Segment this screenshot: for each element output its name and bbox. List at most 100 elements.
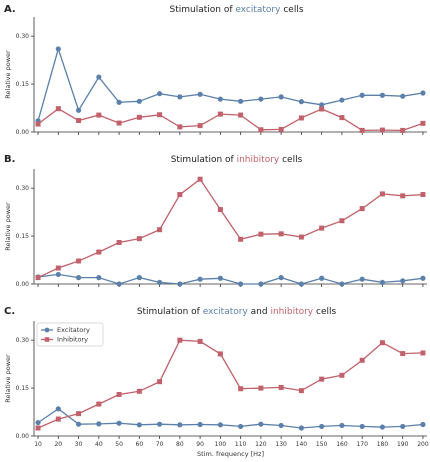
point-inhibitory [76,258,82,264]
series-line-excitatory [38,273,423,285]
point-inhibitory [217,207,223,213]
series-line-inhibitory [37,178,423,279]
point-inhibitory [238,386,244,392]
point-excitatory [379,279,386,286]
point-inhibitory [258,231,264,237]
x-tick-label: 30 [75,441,83,448]
point-excitatory [238,281,244,287]
point-inhibitory [136,388,142,394]
point-inhibitory [35,121,41,127]
point-inhibitory [319,376,325,382]
point-inhibitory [96,112,102,118]
legend-marker-excitatory [44,327,50,333]
point-excitatory [197,421,203,428]
point-inhibitory [35,425,41,431]
x-tick-label: 70 [156,441,164,448]
point-excitatory [238,98,244,104]
point-excitatory [258,421,264,427]
point-inhibitory [400,193,406,199]
panel-title: Stimulation of excitatory cells [169,5,303,15]
title-part-2: cells [279,155,302,165]
legend-box [36,322,104,347]
legend-marker-inhibitory [44,337,50,342]
point-inhibitory [157,112,163,118]
point-excitatory [319,102,325,108]
point-excitatory [136,275,142,281]
title-part-0: Stimulation of [137,307,203,317]
point-inhibitory [379,340,385,346]
title-part-1: excitatory [235,5,281,15]
x-tick-label: 140 [296,441,308,448]
x-tick-label: 120 [255,441,267,448]
point-excitatory [156,279,163,286]
point-inhibitory [76,411,82,417]
point-inhibitory [55,106,61,112]
point-inhibitory [116,391,122,397]
point-inhibitory [55,265,61,271]
x-tick-label: 20 [54,441,62,448]
x-tick-label: 130 [275,441,287,448]
point-excitatory [55,46,61,52]
point-excitatory [116,281,122,287]
x-axis-label: Stim. frequency [Hz] [197,450,264,458]
panel-title: Stimulation of inhibitory cells [171,155,303,165]
x-tick-label: 60 [136,441,144,448]
point-excitatory [258,96,264,102]
point-excitatory [75,275,82,281]
point-excitatory [400,278,406,284]
point-inhibitory [278,384,284,390]
title-part-3: inhibitory [270,307,313,317]
title-part-0: Stimulation of [171,155,237,165]
point-excitatory [96,74,102,80]
point-excitatory [339,97,345,103]
point-inhibitory [177,124,183,130]
y-axis-label: Relative power [4,50,12,99]
point-excitatory [298,99,305,105]
point-excitatory [197,91,203,97]
y-tick-label: 0.00 [16,433,30,440]
series-line-inhibitory [37,339,423,429]
point-excitatory [359,92,365,98]
point-excitatory [278,94,284,100]
panel-letter: C. [4,306,15,317]
point-excitatory [217,275,223,281]
x-tick-label: 170 [356,441,368,448]
point-inhibitory [116,120,122,126]
point-inhibitory [420,350,426,356]
legend: Excitatory Inhibitory [36,322,104,347]
title-part-1: excitatory [203,307,249,317]
point-inhibitory [420,192,426,198]
point-excitatory [339,281,345,287]
point-inhibitory [238,236,244,242]
point-excitatory [238,423,244,430]
point-inhibitory [278,126,284,132]
panel-b: B. Stimulation of inhibitory cells 0.00 0.1… [4,154,427,288]
panel-letter: A. [4,4,16,15]
series-line-excitatory [37,46,424,121]
point-inhibitory [116,239,122,245]
title-part-4: cells [313,307,336,317]
point-excitatory [298,425,305,431]
point-inhibitory [400,127,406,133]
point-inhibitory [359,206,365,212]
y-tick-label: 0.30 [16,337,30,344]
legend-label-inhibitory: Inhibitory [57,336,88,344]
point-excitatory [177,94,183,100]
point-inhibitory [55,416,61,422]
point-excitatory [400,93,406,99]
x-tick-label: 10 [34,441,42,448]
point-excitatory [177,422,183,428]
point-excitatory [420,90,426,96]
point-excitatory [339,422,345,429]
y-tick-label: 0.00 [16,129,30,136]
point-inhibitory [298,388,304,394]
point-excitatory [177,281,183,287]
y-axis-label: Relative power [4,202,12,251]
x-tick-label: 180 [377,441,389,448]
point-excitatory [35,419,41,426]
point-excitatory [156,91,163,97]
title-part-2: cells [280,5,303,15]
point-inhibitory [136,236,142,242]
x-tick-label: 160 [336,441,348,448]
x-tick-label: 110 [235,441,247,448]
